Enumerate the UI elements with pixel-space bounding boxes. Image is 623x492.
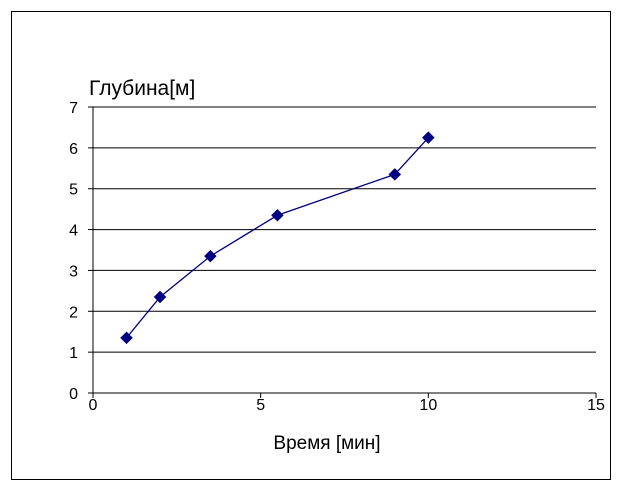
y-tick-label: 3 bbox=[69, 263, 78, 280]
x-tick-label: 10 bbox=[419, 397, 437, 414]
y-tick-label: 5 bbox=[69, 182, 78, 199]
x-tick-label: 5 bbox=[256, 397, 265, 414]
y-tick-label: 4 bbox=[69, 223, 78, 240]
y-tick-label: 1 bbox=[69, 345, 78, 362]
data-point-marker bbox=[271, 208, 284, 222]
data-point-marker bbox=[421, 131, 435, 144]
y-tick-label: 0 bbox=[69, 386, 78, 403]
data-point-marker bbox=[204, 249, 217, 263]
data-point-marker bbox=[120, 331, 133, 345]
y-tick-label: 2 bbox=[69, 304, 78, 321]
series-line bbox=[126, 137, 429, 339]
data-point-marker bbox=[153, 290, 167, 304]
axis-ticks: 0 1 2 3 4 5 6 7 0 5 10 15 bbox=[69, 100, 605, 414]
grid-lines bbox=[93, 106, 596, 353]
x-axis-title: Время [мин] bbox=[273, 433, 380, 454]
series-markers bbox=[120, 131, 435, 345]
x-tick-label: 15 bbox=[587, 397, 605, 414]
x-tick-label: 0 bbox=[89, 397, 98, 414]
series-layer bbox=[126, 137, 429, 339]
data-point-marker bbox=[388, 168, 402, 181]
axes bbox=[92, 107, 596, 394]
y-axis-title: Глубина[м] bbox=[89, 77, 195, 100]
y-tick-label: 7 bbox=[69, 100, 78, 117]
chart-frame bbox=[11, 11, 611, 480]
y-tick-label: 6 bbox=[69, 141, 78, 158]
